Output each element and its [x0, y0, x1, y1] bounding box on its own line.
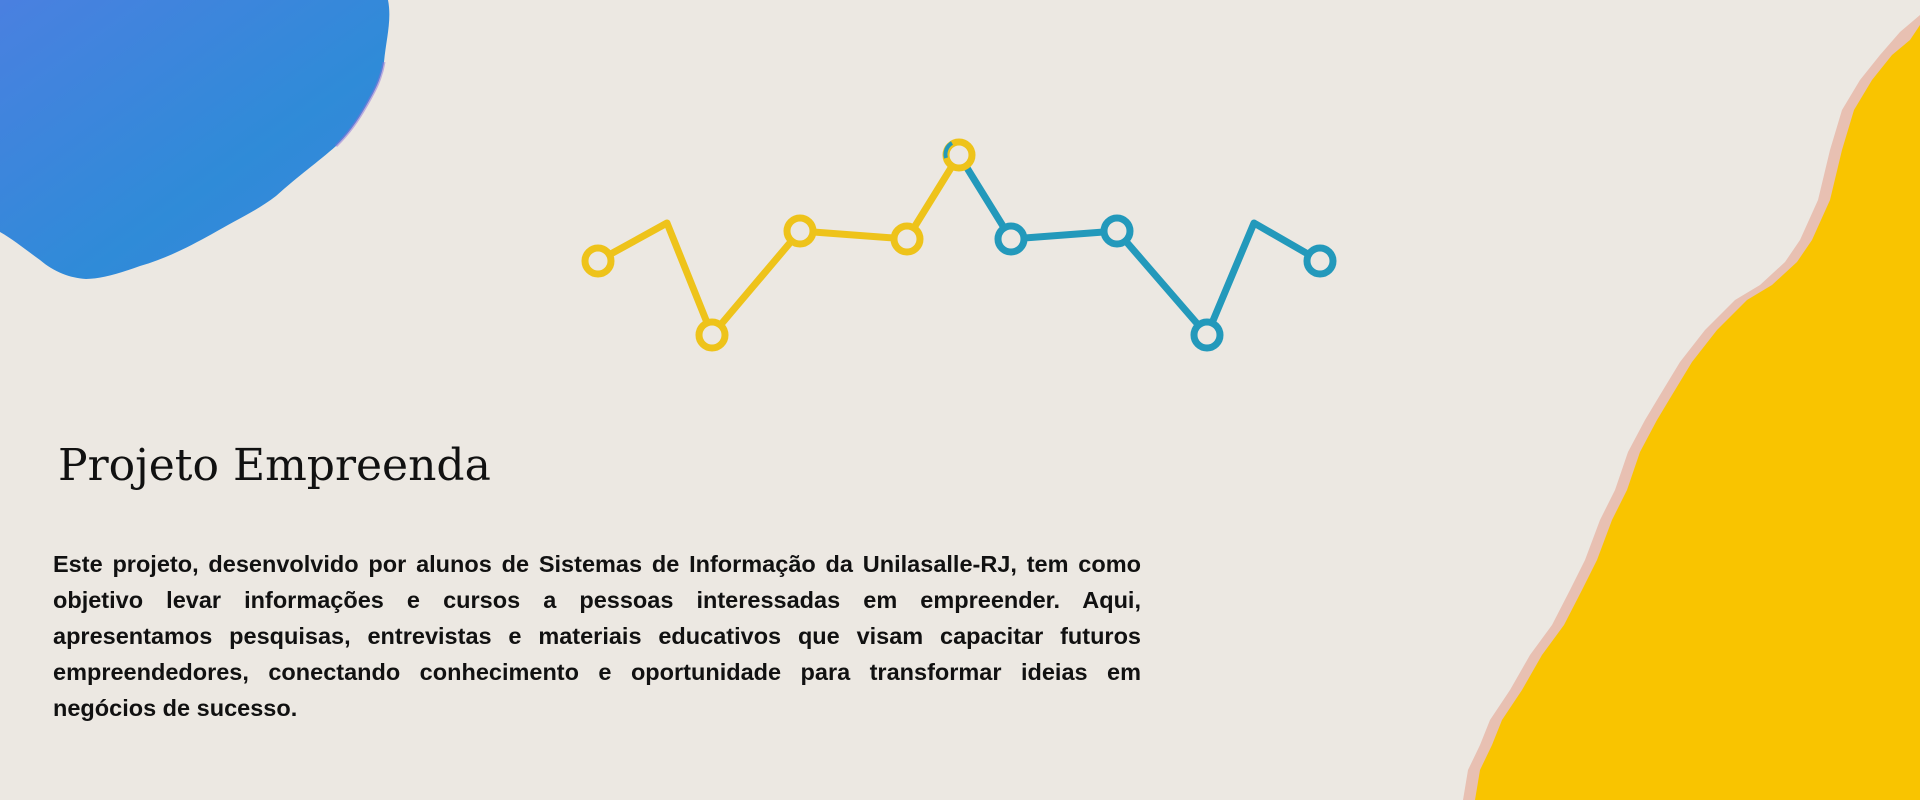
yellow-node-3 — [783, 214, 817, 248]
teal-node-3 — [1190, 318, 1224, 352]
section-description: Este projeto, desenvolvido por alunos de… — [53, 551, 1141, 721]
yellow-node-1 — [581, 244, 615, 278]
blue-paint-blob — [0, 0, 390, 279]
yellow-node-2 — [695, 318, 729, 352]
teal-node-2 — [1100, 214, 1134, 248]
teal-node-1 — [994, 222, 1028, 256]
section-title: Projeto Empreenda — [58, 440, 491, 491]
teal-node-4 — [1303, 244, 1337, 278]
yellow-node-4 — [890, 222, 924, 256]
